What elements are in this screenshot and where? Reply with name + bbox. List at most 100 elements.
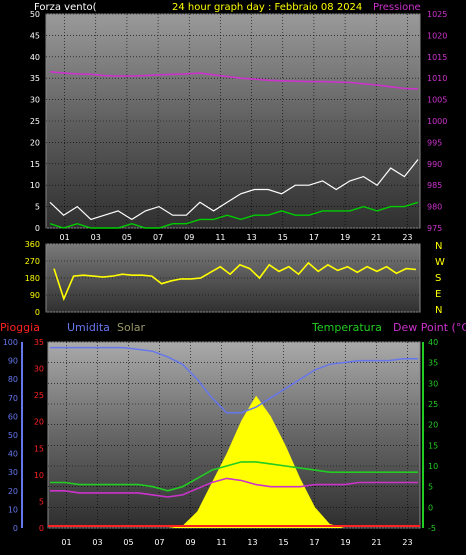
- p1-x-tick: 05: [122, 233, 132, 242]
- rain-label: Pioggia: [0, 321, 40, 334]
- p3-x-tick: 15: [278, 538, 288, 547]
- humidity-line: [50, 346, 418, 414]
- p1-left-tick: 30: [30, 96, 40, 105]
- p3-x-tick: 03: [92, 538, 102, 547]
- p1-left-tick: 5: [35, 203, 40, 212]
- p1-left-ticks: 0 5 10 15 20 25 30 35 40 45 50: [30, 10, 40, 233]
- p1-left-tick: 15: [30, 160, 40, 169]
- wind-direction-line: [53, 261, 417, 302]
- p3-humidity-tick: 100: [3, 338, 18, 347]
- p1-x-tick: 17: [309, 233, 319, 242]
- p1-left-tick: 35: [30, 74, 40, 83]
- temperature-label: Temperatura: [311, 321, 382, 334]
- p3-rain-tick: 15: [34, 444, 44, 453]
- p1-right-tick: 1000: [427, 117, 447, 126]
- p3-humidity-tick: 20: [8, 487, 18, 496]
- p3-x-tick: 05: [123, 538, 133, 547]
- p3-x-tick: 13: [247, 538, 257, 547]
- p3-x-tick: 17: [309, 538, 319, 547]
- p3-series: [48, 346, 420, 528]
- p3-x-tick: 11: [216, 538, 226, 547]
- p1-right-tick: 1020: [427, 31, 447, 40]
- p3-humidity-tick: 0: [13, 524, 18, 533]
- p1-right-tick: 1015: [427, 53, 447, 62]
- p1-right-ticks: 975 980 985 990 995 1000 1005 1010 1015 1020 1025: [427, 10, 447, 233]
- p3-humidity-tick: 80: [8, 375, 18, 384]
- p1-left-tick: 25: [30, 117, 40, 126]
- p1-right-tick: 1005: [427, 96, 447, 105]
- p3-humidity-tick: 30: [8, 468, 18, 477]
- p1-x-tick: 21: [371, 233, 381, 242]
- temperature-line: [50, 461, 418, 492]
- dewpoint-line: [50, 477, 418, 498]
- solar-area: [50, 395, 418, 528]
- p3-rain-tick: 25: [34, 391, 44, 400]
- p1-right-tick: 1010: [427, 74, 447, 83]
- p3-temp-tick: 10: [428, 462, 438, 471]
- p3-humidity-tick: 60: [8, 412, 18, 421]
- compass-n-bottom: N: [435, 305, 442, 316]
- p1-x-tick: 13: [246, 233, 256, 242]
- p3-x-tick: 09: [185, 538, 195, 547]
- p3-x-tick: 23: [402, 538, 412, 547]
- chart-title: 24 hour graph day : Febbraio 08 2024: [172, 2, 362, 13]
- p3-humidity-tick: 40: [8, 450, 18, 459]
- p2-tick: 180: [25, 274, 40, 283]
- p1-right-tick: 990: [427, 160, 442, 169]
- p3-temp-tick: 20: [428, 421, 438, 430]
- weather-chart: -505101520253035400102030405060708090100…: [0, 321, 466, 547]
- p3-axes: -505101520253035400102030405060708090100…: [3, 338, 438, 547]
- p3-temp-tick: 40: [428, 338, 438, 347]
- right-axis-label: Pressione: [373, 2, 421, 13]
- p3-temp-tick: 0: [428, 503, 433, 512]
- p2-ticks: 0 90 180 270 360: [25, 240, 40, 317]
- wind-avg-line: [49, 201, 419, 229]
- p1-left-tick: 50: [30, 10, 40, 19]
- p1-right-tick: 995: [427, 138, 442, 147]
- p3-x-tick: 01: [61, 538, 71, 547]
- p1-grid: [46, 13, 420, 229]
- p3-temp-tick: 15: [428, 441, 438, 450]
- p1-x-tick: 23: [402, 233, 412, 242]
- solar-label: Solar: [117, 321, 146, 334]
- p1-left-tick: 20: [30, 138, 40, 147]
- p2-series: [53, 261, 417, 302]
- pressure-line: [49, 71, 419, 90]
- p3-x-tick: 07: [154, 538, 164, 547]
- p3-rain-tick: 30: [34, 365, 44, 374]
- p3-humidity-tick: 70: [8, 394, 18, 403]
- p3-rain-tick: 20: [34, 418, 44, 427]
- wind-direction-chart: 0 90 180 270 360 N W S E N: [25, 240, 445, 317]
- p3-x-tick: 19: [340, 538, 350, 547]
- p1-x-ticks: 01 03 05 07 09 11 13 15 17 19 21 23: [59, 233, 412, 242]
- p1-left-tick: 0: [35, 224, 40, 233]
- gust-line: [49, 159, 419, 221]
- dewpoint-label: Dew Point (°C): [393, 321, 466, 334]
- p1-x-tick: 11: [215, 233, 225, 242]
- p1-right-tick: 1025: [427, 10, 447, 19]
- compass-labels: N W S E N: [435, 241, 445, 316]
- p2-tick: 0: [35, 308, 40, 317]
- humidity-label: Umidita: [67, 321, 110, 334]
- p1-x-tick: 09: [184, 233, 194, 242]
- p1-right-tick: 980: [427, 203, 442, 212]
- p3-temp-tick: 25: [428, 400, 438, 409]
- p3-temp-tick: 35: [428, 359, 438, 368]
- p1-x-tick: 19: [340, 233, 350, 242]
- p2-tick: 360: [25, 240, 40, 249]
- p3-humidity-tick: 90: [8, 357, 18, 366]
- p1-x-tick: 07: [153, 233, 163, 242]
- p3-temp-tick: -5: [428, 524, 436, 533]
- p1-right-tick: 975: [427, 224, 442, 233]
- compass-s: S: [435, 273, 441, 284]
- compass-n-top: N: [435, 241, 442, 252]
- p3-humidity-tick: 10: [8, 505, 18, 514]
- p1-x-tick: 01: [59, 233, 69, 242]
- p1-x-tick: 03: [91, 233, 101, 242]
- p1-left-tick: 45: [30, 31, 40, 40]
- p3-rain-tick: 10: [34, 471, 44, 480]
- p2-grid: [46, 243, 420, 313]
- left-axis-label: Forza vento(: [34, 2, 97, 13]
- p3-rain-tick: 5: [39, 497, 44, 506]
